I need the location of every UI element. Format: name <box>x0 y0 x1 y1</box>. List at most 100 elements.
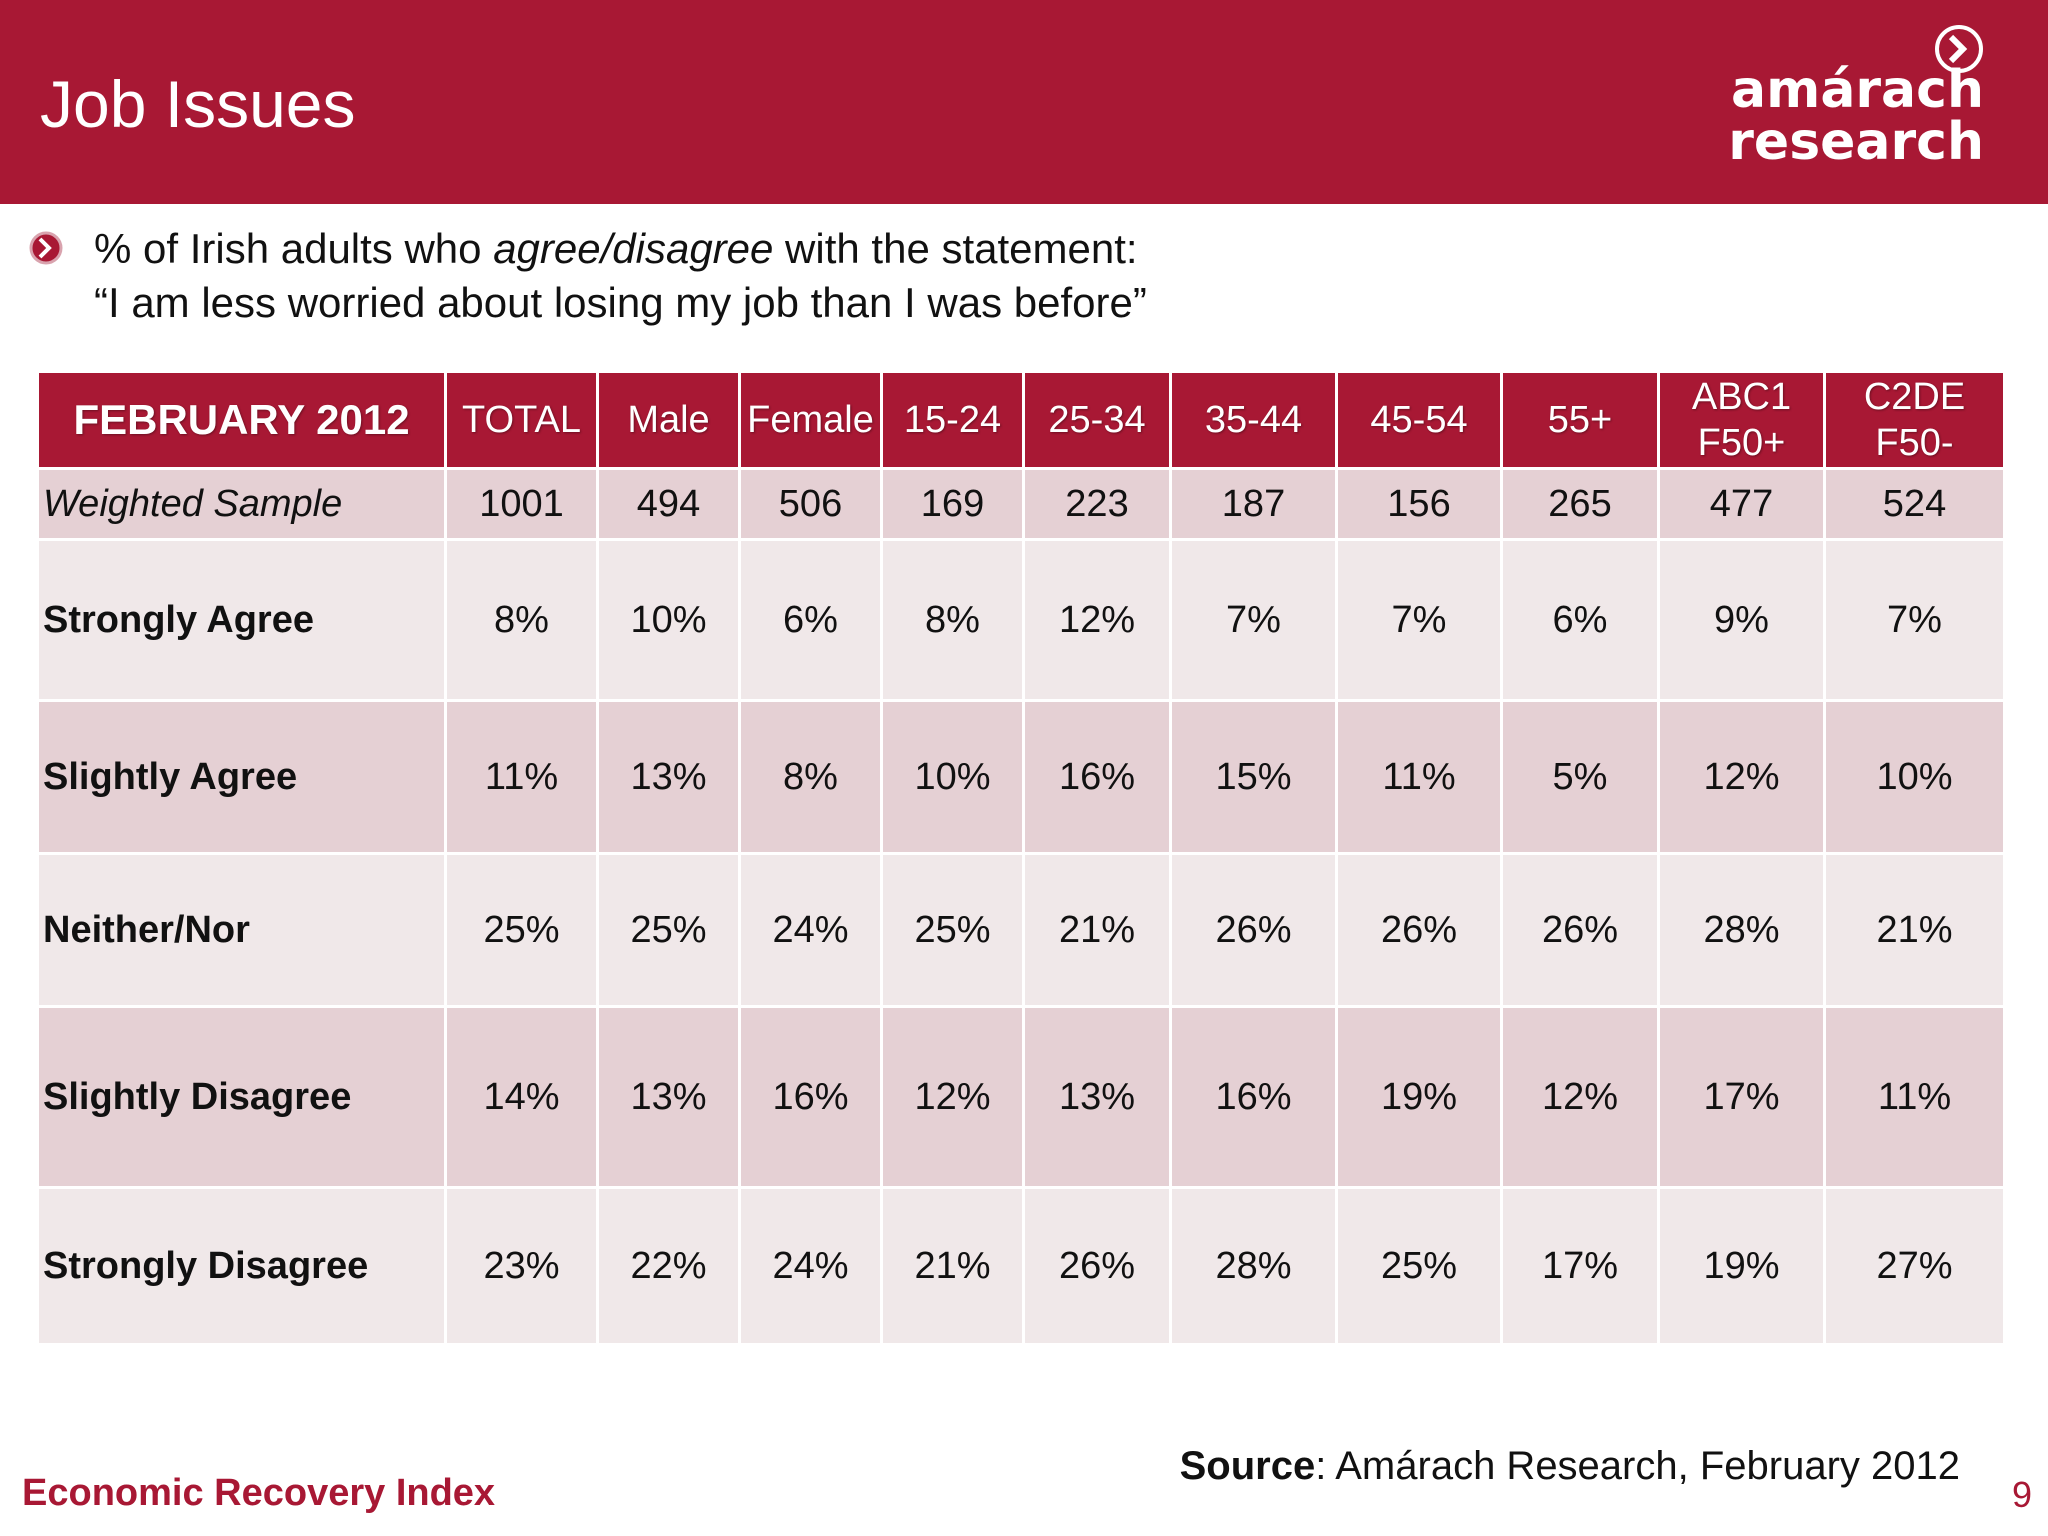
table-cell: 25% <box>596 852 741 1008</box>
table-cell: 8% <box>444 538 599 702</box>
row-label: Slightly Disagree <box>36 1005 447 1189</box>
col-header: ABC1 F50+ <box>1657 370 1826 470</box>
table-cell: 28% <box>1657 852 1826 1008</box>
table-cell: 12% <box>1022 538 1172 702</box>
table-cell: 21% <box>880 1186 1025 1346</box>
logo-line-1: amárach <box>1731 60 1984 120</box>
row-label: Strongly Agree <box>36 538 447 702</box>
table-cell: 16% <box>738 1005 883 1189</box>
table-cell: 6% <box>1500 538 1660 702</box>
table-cell: 19% <box>1657 1186 1826 1346</box>
table-cell: 265 <box>1500 467 1660 541</box>
table-row-weighted-sample: Weighted Sample 1001 494 506 169 223 187… <box>36 467 2006 541</box>
table-cell: 14% <box>444 1005 599 1189</box>
logo-arrow-icon <box>1935 25 1983 73</box>
table-cell: 12% <box>880 1005 1025 1189</box>
table-cell: 26% <box>1022 1186 1172 1346</box>
table-cell: 1001 <box>444 467 599 541</box>
question-line-1: % of Irish adults who agree/disagree wit… <box>94 225 1138 272</box>
table-cell: 25% <box>1335 1186 1503 1346</box>
agree-disagree-emphasis: agree/disagree <box>493 225 774 272</box>
table-cell: 6% <box>738 538 883 702</box>
table-cell: 16% <box>1169 1005 1338 1189</box>
table-cell: 16% <box>1022 699 1172 855</box>
col-header: 55+ <box>1500 370 1660 470</box>
results-table: FEBRUARY 2012 TOTAL Male Female 15-24 25… <box>36 370 2006 1346</box>
table-cell: 506 <box>738 467 883 541</box>
table-cell: 223 <box>1022 467 1172 541</box>
table-cell: 7% <box>1823 538 2006 702</box>
table-corner-header: FEBRUARY 2012 <box>36 370 447 470</box>
table-cell: 10% <box>1823 699 2006 855</box>
table-cell: 21% <box>1022 852 1172 1008</box>
col-header: Female <box>738 370 883 470</box>
table-cell: 7% <box>1169 538 1338 702</box>
table-cell: 156 <box>1335 467 1503 541</box>
col-header: TOTAL <box>444 370 599 470</box>
table-cell: 187 <box>1169 467 1338 541</box>
table-cell: 15% <box>1169 699 1338 855</box>
table-cell: 17% <box>1657 1005 1826 1189</box>
table-cell: 17% <box>1500 1186 1660 1346</box>
table-row-neither-nor: Neither/Nor 25% 25% 24% 25% 21% 26% 26% … <box>36 852 2006 1008</box>
row-label: Weighted Sample <box>36 467 447 541</box>
table-cell: 11% <box>444 699 599 855</box>
table-cell: 11% <box>1335 699 1503 855</box>
table-cell: 23% <box>444 1186 599 1346</box>
footer-title: Economic Recovery Index <box>22 1472 496 1514</box>
table-cell: 5% <box>1500 699 1660 855</box>
source-note: Source: Amárach Research, February 2012 <box>1179 1444 1960 1488</box>
col-header: Male <box>596 370 741 470</box>
table-cell: 10% <box>596 538 741 702</box>
table-cell: 26% <box>1169 852 1338 1008</box>
col-header: 45-54 <box>1335 370 1503 470</box>
table-cell: 13% <box>1022 1005 1172 1189</box>
table-cell: 9% <box>1657 538 1826 702</box>
col-header: 25-34 <box>1022 370 1172 470</box>
table-cell: 24% <box>738 852 883 1008</box>
table-cell: 13% <box>596 1005 741 1189</box>
table-row-slightly-disagree: Slightly Disagree 14% 13% 16% 12% 13% 16… <box>36 1005 2006 1189</box>
table-cell: 8% <box>880 538 1025 702</box>
chevron-bullet-icon <box>29 231 63 265</box>
table-row-strongly-disagree: Strongly Disagree 23% 22% 24% 21% 26% 28… <box>36 1186 2006 1346</box>
col-header: C2DE F50- <box>1823 370 2006 470</box>
table-cell: 25% <box>444 852 599 1008</box>
table-cell: 28% <box>1169 1186 1338 1346</box>
amarach-logo: amárach research <box>1728 24 1984 174</box>
table-cell: 22% <box>596 1186 741 1346</box>
col-header: 15-24 <box>880 370 1025 470</box>
table-cell: 19% <box>1335 1005 1503 1189</box>
table-cell: 169 <box>880 467 1025 541</box>
table-cell: 10% <box>880 699 1025 855</box>
table-cell: 21% <box>1823 852 2006 1008</box>
page-number: 9 <box>2011 1474 2032 1515</box>
col-header: 35-44 <box>1169 370 1338 470</box>
table-cell: 27% <box>1823 1186 2006 1346</box>
logo-line-2: research <box>1728 112 1984 172</box>
table-cell: 494 <box>596 467 741 541</box>
slide-header: Job Issues amárach research <box>0 0 2048 204</box>
row-label: Slightly Agree <box>36 699 447 855</box>
table-cell: 26% <box>1335 852 1503 1008</box>
row-label: Neither/Nor <box>36 852 447 1008</box>
table-cell: 477 <box>1657 467 1826 541</box>
table-cell: 26% <box>1500 852 1660 1008</box>
table-row-slightly-agree: Slightly Agree 11% 13% 8% 10% 16% 15% 11… <box>36 699 2006 855</box>
row-label: Strongly Disagree <box>36 1186 447 1346</box>
slide-title: Job Issues <box>40 67 356 141</box>
table-cell: 7% <box>1335 538 1503 702</box>
question-text: % of Irish adults who agree/disagree wit… <box>94 222 1147 330</box>
table-cell: 12% <box>1657 699 1826 855</box>
table-cell: 25% <box>880 852 1025 1008</box>
table-cell: 11% <box>1823 1005 2006 1189</box>
logo-text: amárach research <box>1728 64 1984 168</box>
table-cell: 13% <box>596 699 741 855</box>
table-cell: 24% <box>738 1186 883 1346</box>
table-cell: 12% <box>1500 1005 1660 1189</box>
question-statement: “I am less worried about losing my job t… <box>94 279 1147 326</box>
table-cell: 8% <box>738 699 883 855</box>
table-row-strongly-agree: Strongly Agree 8% 10% 6% 8% 12% 7% 7% 6%… <box>36 538 2006 702</box>
table-cell: 524 <box>1823 467 2006 541</box>
table-header-row: FEBRUARY 2012 TOTAL Male Female 15-24 25… <box>36 370 2006 470</box>
